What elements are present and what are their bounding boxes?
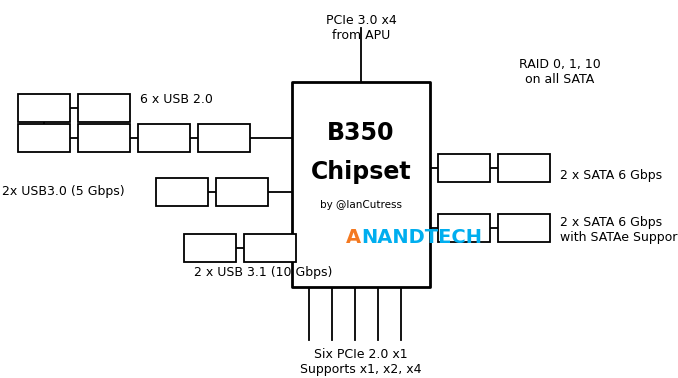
Bar (216, 178, 268, 206)
Text: 2 x SATA 6 Gbps: 2 x SATA 6 Gbps (560, 169, 662, 183)
Text: 6 x USB 2.0: 6 x USB 2.0 (140, 93, 213, 106)
Bar (78, 94, 130, 122)
Text: Six PCIe 2.0 x1
Supports x1, x2, x4: Six PCIe 2.0 x1 Supports x1, x2, x4 (300, 348, 422, 376)
Bar (498, 214, 550, 242)
Text: PCIe 3.0 x4
from APU: PCIe 3.0 x4 from APU (325, 14, 397, 42)
Text: A: A (346, 228, 361, 247)
Text: 2x USB3.0 (5 Gbps): 2x USB3.0 (5 Gbps) (2, 186, 125, 198)
Bar (438, 214, 490, 242)
Bar (18, 124, 70, 152)
Bar (498, 154, 550, 182)
Bar (198, 124, 250, 152)
Bar (292, 82, 430, 287)
Text: by @IanCutress: by @IanCutress (320, 200, 402, 210)
Bar (78, 124, 130, 152)
Bar (18, 94, 70, 122)
Text: 2 x USB 3.1 (10 Gbps): 2 x USB 3.1 (10 Gbps) (194, 266, 332, 279)
Bar (438, 154, 490, 182)
Bar (244, 234, 296, 262)
Bar (138, 124, 190, 152)
Text: B350: B350 (327, 121, 395, 145)
Text: Chipset: Chipset (311, 160, 412, 184)
Bar (184, 234, 236, 262)
Text: RAID 0, 1, 10
on all SATA: RAID 0, 1, 10 on all SATA (519, 58, 601, 86)
Bar (156, 178, 208, 206)
Text: 2 x SATA 6 Gbps
with SATAe Support: 2 x SATA 6 Gbps with SATAe Support (560, 216, 678, 244)
Text: NANDTECH: NANDTECH (361, 228, 482, 247)
